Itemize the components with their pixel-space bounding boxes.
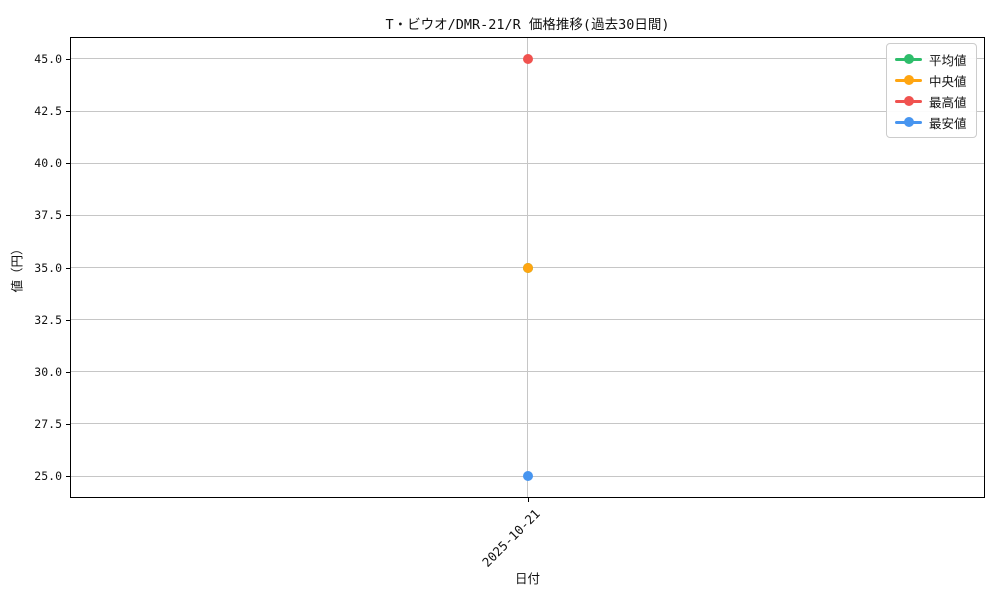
legend-dot bbox=[903, 96, 914, 106]
y-tick-mark bbox=[66, 423, 70, 425]
chart-title: T・ビウオ/DMR-21/R 価格推移(過去30日間) bbox=[385, 17, 670, 33]
y-tick-mark bbox=[66, 319, 70, 321]
legend-item-median: 中央値 bbox=[895, 70, 967, 90]
y-tick-mark bbox=[66, 58, 70, 60]
y-tick-label: 30.0 bbox=[34, 364, 62, 379]
legend-label: 平均値 bbox=[929, 52, 967, 68]
y-tick-label: 25.0 bbox=[34, 469, 62, 484]
y-tick-label: 35.0 bbox=[34, 260, 62, 275]
x-tick-label: 2025-10-21 bbox=[479, 506, 544, 570]
y-tick-label: 42.5 bbox=[34, 104, 62, 119]
y-tick-label: 37.5 bbox=[34, 208, 62, 223]
y-tick-label: 27.5 bbox=[34, 416, 62, 431]
data-point-max bbox=[522, 53, 533, 64]
legend-marker-min-icon bbox=[895, 117, 922, 128]
legend-dot bbox=[903, 54, 914, 64]
legend-label: 最安値 bbox=[929, 115, 967, 131]
legend: 平均値中央値最高値最安値 bbox=[886, 43, 977, 138]
data-point-min bbox=[522, 471, 533, 482]
legend-marker-max-icon bbox=[895, 96, 922, 107]
y-tick-mark bbox=[66, 267, 70, 269]
y-tick-mark bbox=[66, 371, 70, 373]
legend-item-max: 最高値 bbox=[895, 91, 967, 111]
legend-marker-median-icon bbox=[895, 75, 922, 86]
legend-item-mean: 平均値 bbox=[895, 49, 967, 69]
y-tick-label: 45.0 bbox=[34, 51, 62, 66]
legend-dot bbox=[903, 75, 914, 85]
y-tick-label: 40.0 bbox=[34, 156, 62, 171]
data-point-median bbox=[522, 262, 533, 273]
legend-item-min: 最安値 bbox=[895, 112, 967, 132]
y-tick-mark bbox=[66, 476, 70, 478]
legend-marker-mean-icon bbox=[895, 54, 922, 65]
y-tick-mark bbox=[66, 215, 70, 217]
x-tick-mark bbox=[527, 498, 529, 502]
y-tick-mark bbox=[66, 163, 70, 165]
plot-area bbox=[70, 37, 985, 498]
legend-label: 最高値 bbox=[929, 94, 967, 110]
y-tick-mark bbox=[66, 111, 70, 113]
x-axis-label: 日付 bbox=[514, 571, 540, 586]
legend-label: 中央値 bbox=[929, 73, 967, 89]
y-tick-label: 32.5 bbox=[34, 312, 62, 327]
legend-dot bbox=[903, 117, 914, 127]
